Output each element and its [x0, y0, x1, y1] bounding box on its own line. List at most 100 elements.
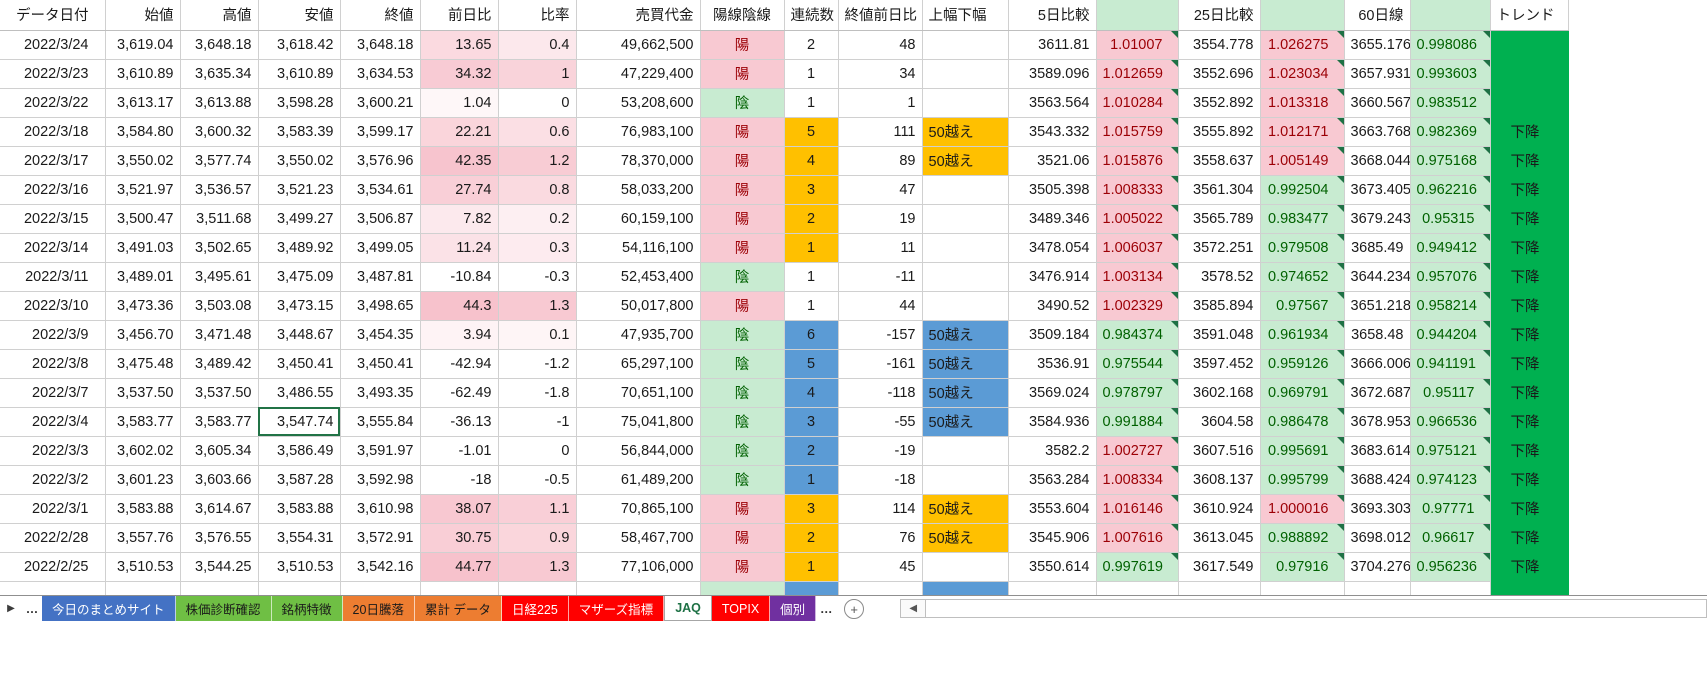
cell-range[interactable]	[922, 436, 1009, 466]
sheet-tab-nikkei225[interactable]: 日経225	[501, 596, 569, 621]
cell-open[interactable]: 3,583.88	[105, 494, 181, 524]
cell-streak[interactable]: 1	[784, 465, 839, 495]
cell-close[interactable]: 3,600.21	[340, 88, 421, 118]
cell-d5[interactable]: 3569.024	[1008, 378, 1097, 408]
cell-date[interactable]: 2022/2/28	[0, 523, 106, 553]
tab-overflow-right[interactable]: …	[819, 601, 833, 616]
cell-d60[interactable]: 3688.424	[1344, 465, 1411, 495]
cell-d25r[interactable]: 0.995799	[1260, 465, 1345, 495]
cell-close[interactable]: 3,450.41	[340, 349, 421, 379]
cell-high[interactable]: 3,583.77	[180, 407, 259, 437]
cell-ratio[interactable]: 1.2	[498, 146, 577, 176]
cell-candle[interactable]: 陽	[700, 117, 785, 147]
cell-d25[interactable]	[1178, 581, 1261, 595]
cell-value[interactable]: 50,017,800	[576, 291, 701, 321]
cell-low[interactable]: 3,475.09	[258, 262, 341, 292]
cell-high[interactable]: 3,635.34	[180, 59, 259, 89]
cell-d60r[interactable]: 0.95117	[1410, 378, 1491, 408]
cell-high[interactable]: 3,489.42	[180, 349, 259, 379]
cell-d25[interactable]: 3591.048	[1178, 320, 1261, 350]
cell-high[interactable]: 3,502.65	[180, 233, 259, 263]
cell-value[interactable]: 47,229,400	[576, 59, 701, 89]
cell-d5[interactable]: 3563.564	[1008, 88, 1097, 118]
cell-candle[interactable]: 陰	[700, 407, 785, 437]
cell-d5[interactable]: 3489.346	[1008, 204, 1097, 234]
cell-close[interactable]: 3,454.35	[340, 320, 421, 350]
cell-change[interactable]: 38.07	[420, 494, 499, 524]
scrollbar-track[interactable]	[926, 600, 1706, 617]
cell-cchange[interactable]: -161	[838, 349, 923, 379]
column-header-close[interactable]: 終値	[340, 0, 421, 31]
add-sheet-icon[interactable]: +	[844, 599, 865, 619]
cell-high[interactable]: 3,600.32	[180, 117, 259, 147]
cell-d25[interactable]: 3613.045	[1178, 523, 1261, 553]
cell-d60r[interactable]: 0.97771	[1410, 494, 1491, 524]
cell-d60[interactable]	[1344, 581, 1411, 595]
cell-ratio[interactable]: 1	[498, 59, 577, 89]
cell-candle[interactable]: 陰	[700, 349, 785, 379]
cell-high[interactable]: 3,544.25	[180, 552, 259, 582]
cell-d60r[interactable]: 0.993603	[1410, 59, 1491, 89]
cell-date[interactable]: 2022/3/7	[0, 378, 106, 408]
cell-change[interactable]: 3.94	[420, 320, 499, 350]
cell-cchange[interactable]	[838, 581, 923, 595]
cell-open[interactable]: 3,510.53	[105, 552, 181, 582]
cell-streak[interactable]: 2	[784, 436, 839, 466]
cell-value[interactable]: 77,106,000	[576, 552, 701, 582]
column-header-high[interactable]: 高値	[180, 0, 259, 31]
cell-d5[interactable]: 3611.81	[1008, 30, 1097, 60]
cell-range[interactable]	[922, 291, 1009, 321]
cell-close[interactable]: 3,591.97	[340, 436, 421, 466]
cell-change[interactable]: -42.94	[420, 349, 499, 379]
cell-d60r[interactable]: 0.941191	[1410, 349, 1491, 379]
cell-cchange[interactable]: 34	[838, 59, 923, 89]
cell-d5[interactable]	[1008, 581, 1097, 595]
cell-ratio[interactable]: 1.3	[498, 291, 577, 321]
cell-d60[interactable]: 3668.044	[1344, 146, 1411, 176]
cell-d25r[interactable]: 1.000016	[1260, 494, 1345, 524]
cell-value[interactable]: 58,033,200	[576, 175, 701, 205]
cell-high[interactable]	[180, 581, 259, 595]
cell-candle[interactable]: 陽	[700, 494, 785, 524]
cell-high[interactable]: 3,536.57	[180, 175, 259, 205]
cell-trend[interactable]: 下降	[1490, 523, 1569, 553]
cell-high[interactable]: 3,613.88	[180, 88, 259, 118]
cell-d5r[interactable]: 0.975544	[1096, 349, 1179, 379]
sheet-tab-jaq[interactable]: JAQ	[664, 596, 712, 621]
cell-cchange[interactable]: 11	[838, 233, 923, 263]
cell-open[interactable]: 3,619.04	[105, 30, 181, 60]
sheet-tab-stock-diagnosis[interactable]: 株価診断確認	[175, 596, 272, 621]
cell-streak[interactable]: 1	[784, 59, 839, 89]
cell-date[interactable]: 2022/2/25	[0, 552, 106, 582]
cell-candle[interactable]: 陽	[700, 552, 785, 582]
cell-value[interactable]: 49,662,500	[576, 30, 701, 60]
cell-d60[interactable]: 3683.614	[1344, 436, 1411, 466]
cell-candle[interactable]: 陰	[700, 378, 785, 408]
cell-d25r[interactable]: 1.023034	[1260, 59, 1345, 89]
sheet-tab-today-summary[interactable]: 今日のまとめサイト	[42, 596, 176, 621]
cell-value[interactable]: 58,467,700	[576, 523, 701, 553]
cell-d25r[interactable]: 0.97916	[1260, 552, 1345, 582]
cell-d5r[interactable]: 1.008333	[1096, 175, 1179, 205]
cell-d5r[interactable]: 1.012659	[1096, 59, 1179, 89]
cell-open[interactable]: 3,550.02	[105, 146, 181, 176]
cell-d25r[interactable]: 0.995691	[1260, 436, 1345, 466]
cell-candle[interactable]: 陰	[700, 320, 785, 350]
cell-d60[interactable]: 3655.176	[1344, 30, 1411, 60]
cell-open[interactable]: 3,610.89	[105, 59, 181, 89]
cell-d25[interactable]: 3552.892	[1178, 88, 1261, 118]
cell-streak[interactable]: 1	[784, 552, 839, 582]
cell-d5r[interactable]: 1.006037	[1096, 233, 1179, 263]
cell-d60[interactable]: 3651.218	[1344, 291, 1411, 321]
cell-d25[interactable]: 3607.516	[1178, 436, 1261, 466]
cell-close[interactable]: 3,499.05	[340, 233, 421, 263]
cell-cchange[interactable]: 114	[838, 494, 923, 524]
cell-change[interactable]: -18	[420, 465, 499, 495]
cell-value[interactable]: 60,159,100	[576, 204, 701, 234]
cell-close[interactable]: 3,498.65	[340, 291, 421, 321]
tab-overflow-left[interactable]: …	[25, 601, 39, 616]
cell-date[interactable]: 2022/3/10	[0, 291, 106, 321]
cell-close[interactable]: 3,493.35	[340, 378, 421, 408]
cell-trend[interactable]: 下降	[1490, 552, 1569, 582]
cell-open[interactable]: 3,489.01	[105, 262, 181, 292]
